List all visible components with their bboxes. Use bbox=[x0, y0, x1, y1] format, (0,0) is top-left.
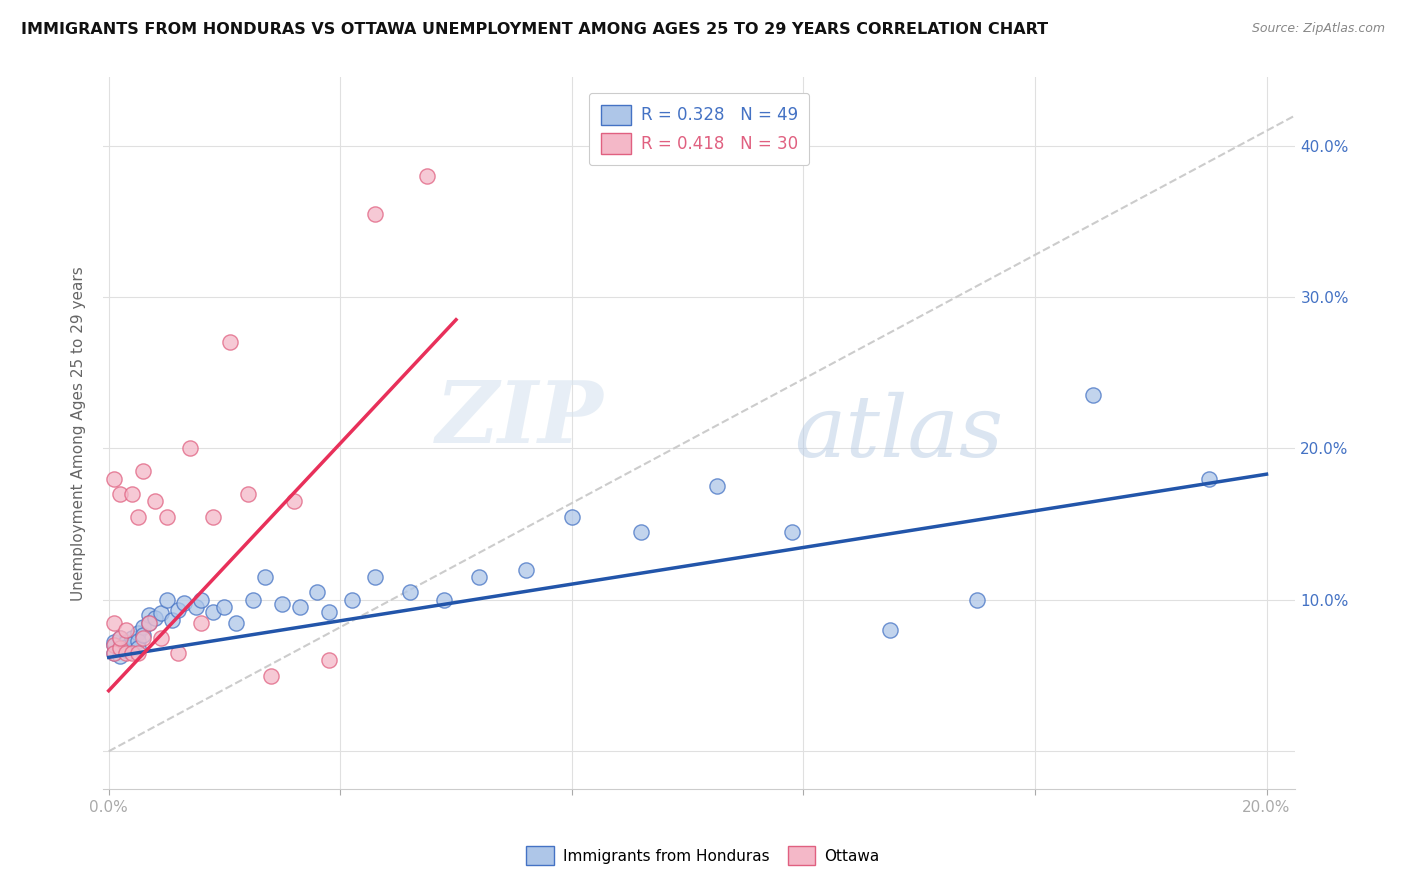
Point bbox=[138, 607, 160, 622]
Point bbox=[318, 605, 340, 619]
Text: Source: ZipAtlas.com: Source: ZipAtlas.com bbox=[1251, 22, 1385, 36]
Point bbox=[127, 641, 149, 656]
Point bbox=[132, 631, 155, 645]
Point bbox=[115, 635, 138, 649]
Point bbox=[307, 585, 329, 599]
Legend: R = 0.328   N = 49, R = 0.418   N = 30: R = 0.328 N = 49, R = 0.418 N = 30 bbox=[589, 93, 810, 165]
Point bbox=[225, 615, 247, 630]
Point bbox=[110, 631, 132, 645]
Point bbox=[103, 646, 125, 660]
Point bbox=[318, 653, 340, 667]
Point bbox=[283, 494, 305, 508]
Point bbox=[110, 641, 132, 656]
Point bbox=[127, 646, 149, 660]
Point bbox=[242, 592, 264, 607]
Point bbox=[433, 592, 456, 607]
Point bbox=[190, 592, 212, 607]
Point bbox=[1081, 388, 1104, 402]
Point bbox=[115, 643, 138, 657]
Point bbox=[127, 509, 149, 524]
Point bbox=[121, 487, 143, 501]
Point bbox=[364, 207, 387, 221]
Point bbox=[167, 646, 190, 660]
Point bbox=[103, 646, 125, 660]
Point bbox=[1198, 472, 1220, 486]
Point bbox=[162, 613, 184, 627]
Point bbox=[143, 494, 166, 508]
Point bbox=[201, 605, 224, 619]
Point bbox=[179, 442, 201, 456]
Point bbox=[416, 169, 439, 183]
Point bbox=[630, 524, 652, 539]
Point bbox=[271, 598, 294, 612]
Point bbox=[103, 472, 125, 486]
Point bbox=[253, 570, 276, 584]
Point bbox=[121, 631, 143, 645]
Point bbox=[127, 626, 149, 640]
Point bbox=[966, 592, 988, 607]
Legend: Immigrants from Honduras, Ottawa: Immigrants from Honduras, Ottawa bbox=[520, 840, 886, 871]
Point bbox=[236, 487, 259, 501]
Point bbox=[260, 668, 283, 682]
Point bbox=[468, 570, 491, 584]
Text: ZIP: ZIP bbox=[436, 377, 603, 461]
Text: IMMIGRANTS FROM HONDURAS VS OTTAWA UNEMPLOYMENT AMONG AGES 25 TO 29 YEARS CORREL: IMMIGRANTS FROM HONDURAS VS OTTAWA UNEMP… bbox=[21, 22, 1049, 37]
Point bbox=[398, 585, 420, 599]
Point bbox=[219, 335, 242, 350]
Y-axis label: Unemployment Among Ages 25 to 29 years: Unemployment Among Ages 25 to 29 years bbox=[72, 266, 86, 600]
Point bbox=[149, 607, 172, 621]
Point bbox=[155, 592, 177, 607]
Text: atlas: atlas bbox=[794, 392, 1004, 475]
Point bbox=[340, 592, 363, 607]
Point bbox=[110, 641, 132, 656]
Point bbox=[127, 633, 149, 648]
Point bbox=[167, 603, 190, 617]
Point bbox=[561, 509, 583, 524]
Point bbox=[515, 563, 537, 577]
Point bbox=[103, 638, 125, 652]
Point bbox=[879, 623, 901, 637]
Point bbox=[103, 615, 125, 630]
Point bbox=[132, 464, 155, 478]
Point bbox=[214, 600, 236, 615]
Point bbox=[184, 600, 207, 615]
Point bbox=[115, 646, 138, 660]
Point bbox=[110, 648, 132, 663]
Point bbox=[173, 596, 195, 610]
Point bbox=[110, 631, 132, 645]
Point bbox=[364, 570, 387, 584]
Point bbox=[115, 640, 138, 654]
Point bbox=[138, 615, 160, 630]
Point bbox=[132, 628, 155, 642]
Point bbox=[149, 631, 172, 645]
Point bbox=[121, 637, 143, 651]
Point bbox=[780, 524, 803, 539]
Point bbox=[132, 620, 155, 634]
Point bbox=[138, 615, 160, 630]
Point bbox=[103, 638, 125, 652]
Point bbox=[115, 623, 138, 637]
Point bbox=[288, 600, 311, 615]
Point bbox=[706, 479, 728, 493]
Point bbox=[103, 635, 125, 649]
Point bbox=[155, 509, 177, 524]
Point bbox=[190, 615, 212, 630]
Point bbox=[143, 611, 166, 625]
Point bbox=[201, 509, 224, 524]
Point bbox=[110, 487, 132, 501]
Point bbox=[121, 646, 143, 660]
